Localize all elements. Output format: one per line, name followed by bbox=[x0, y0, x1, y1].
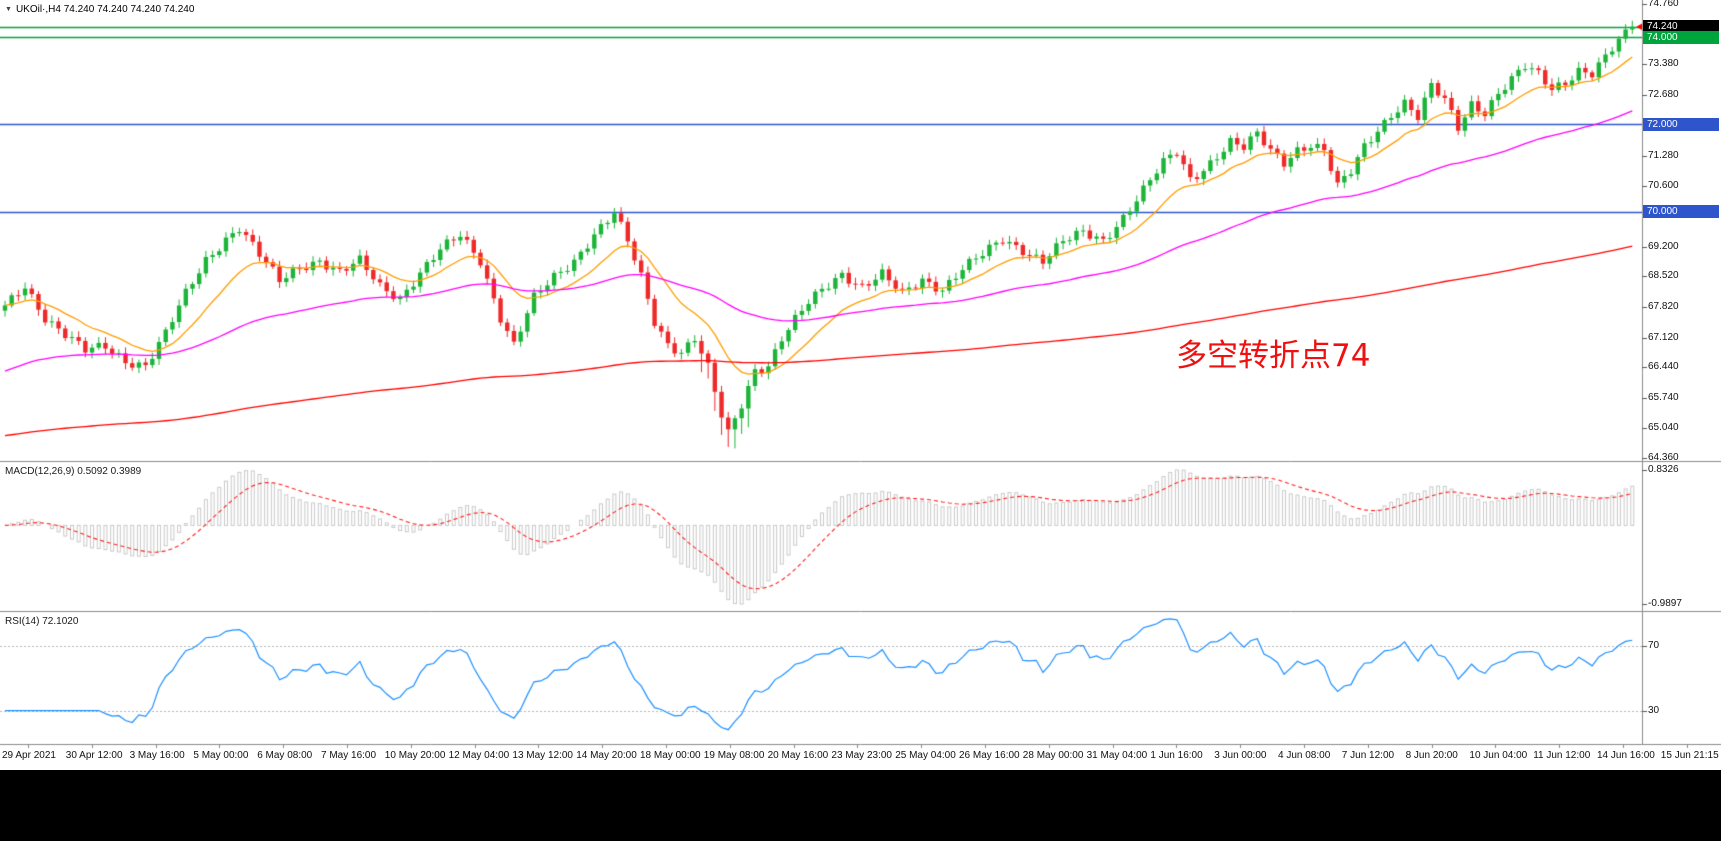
price-axis-label: 73.380 bbox=[1648, 58, 1679, 70]
price-axis-label: 66.440 bbox=[1648, 361, 1679, 373]
time-axis-label: 5 May 00:00 bbox=[193, 750, 249, 761]
price-axis-label: 72.680 bbox=[1648, 88, 1679, 100]
time-axis-label: 7 Jun 12:00 bbox=[1341, 750, 1395, 761]
price-chart-canvas[interactable] bbox=[0, 0, 1721, 770]
price-axis-label: 65.740 bbox=[1648, 391, 1679, 403]
time-axis-label: 19 May 08:00 bbox=[703, 750, 765, 761]
symbol-quote-label: UKOil·,H4 74.240 74.240 74.240 74.240 bbox=[15, 4, 195, 15]
time-axis-label: 20 May 16:00 bbox=[767, 750, 829, 761]
price-axis-label: 65.040 bbox=[1648, 422, 1679, 434]
time-axis-label: 29 Apr 2021 bbox=[2, 750, 56, 761]
price-level-tag[interactable]: 74.000 bbox=[1643, 30, 1719, 44]
price-axis-label: 64.360 bbox=[1648, 452, 1679, 463]
price-level-tag[interactable]: 72.000 bbox=[1643, 117, 1719, 131]
time-axis-label: 14 May 20:00 bbox=[576, 750, 637, 761]
time-axis-label: 6 May 08:00 bbox=[257, 750, 313, 761]
rsi-indicator-label: RSI(14) 72.1020 bbox=[5, 616, 79, 627]
price-axis-label: 67.820 bbox=[1648, 300, 1679, 312]
rsi-axis-lower-label: 30 bbox=[1648, 705, 1660, 716]
time-axis-label: 12 May 04:00 bbox=[448, 750, 510, 761]
price-level-tag[interactable]: 74.240 bbox=[1643, 20, 1719, 34]
macd-indicator-label: MACD(12,26,9) 0.5092 0.3989 bbox=[5, 466, 142, 477]
time-axis-label: 15 Jun 21:15 bbox=[1660, 750, 1719, 761]
time-axis-label: 26 May 16:00 bbox=[959, 750, 1020, 761]
macd-axis-max-label: 0.8326 bbox=[1648, 464, 1679, 475]
price-axis-label: 67.120 bbox=[1648, 331, 1679, 343]
price-axis-label: 74.760 bbox=[1648, 0, 1679, 9]
time-axis-label: 25 May 04:00 bbox=[895, 750, 956, 761]
time-axis-label: 7 May 16:00 bbox=[321, 750, 377, 761]
price-axis-label: 71.280 bbox=[1648, 149, 1679, 161]
symbol-info: ▼ UKOil·,H4 74.240 74.240 74.240 74.240 bbox=[5, 4, 194, 15]
time-axis-label: 28 May 00:00 bbox=[1022, 750, 1084, 761]
time-axis-label: 4 Jun 08:00 bbox=[1278, 750, 1331, 761]
time-axis-label: 14 Jun 16:00 bbox=[1597, 750, 1655, 761]
chart-collapse-icon[interactable]: ▼ bbox=[5, 6, 12, 13]
price-level-tag[interactable]: 70.000 bbox=[1643, 205, 1719, 219]
price-axis-label: 69.200 bbox=[1648, 240, 1679, 252]
time-axis-label: 3 May 16:00 bbox=[129, 750, 185, 761]
time-axis-label: 18 May 00:00 bbox=[640, 750, 701, 761]
price-axis-label: 70.600 bbox=[1648, 179, 1679, 191]
chart-annotation-text[interactable]: 多空转折点74 bbox=[1176, 338, 1371, 374]
time-axis-label: 3 Jun 00:00 bbox=[1214, 750, 1267, 761]
price-axis-label: 68.520 bbox=[1648, 270, 1679, 282]
rsi-axis-upper-label: 70 bbox=[1648, 640, 1660, 651]
time-axis-label: 8 Jun 20:00 bbox=[1405, 750, 1458, 761]
time-axis-label: 10 May 20:00 bbox=[384, 750, 446, 761]
time-axis-label: 1 Jun 16:00 bbox=[1150, 750, 1203, 761]
macd-axis-min-label: -0.9897 bbox=[1648, 598, 1682, 609]
time-axis-label: 13 May 12:00 bbox=[512, 750, 573, 761]
time-axis-label: 23 May 23:00 bbox=[831, 750, 892, 761]
time-axis-label: 10 Jun 04:00 bbox=[1469, 750, 1528, 761]
time-axis-label: 11 Jun 12:00 bbox=[1533, 750, 1591, 761]
time-axis-label: 31 May 04:00 bbox=[1086, 750, 1148, 761]
bottom-black-bar bbox=[0, 770, 1721, 841]
time-axis-label: 30 Apr 12:00 bbox=[65, 750, 123, 761]
